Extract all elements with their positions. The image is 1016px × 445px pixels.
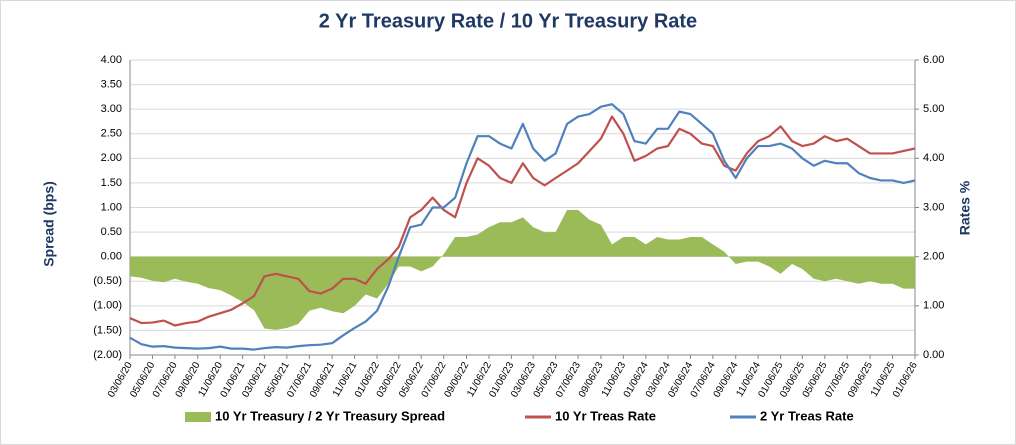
y2-tick-label: 4.00 — [923, 152, 944, 164]
y-tick-label: 1.50 — [101, 177, 122, 189]
y2-tick-label: 2.00 — [923, 251, 944, 263]
legend-label: 2 Yr Treas Rate — [760, 408, 854, 423]
chart-title: 2 Yr Treasury Rate / 10 Yr Treasury Rate — [319, 10, 697, 32]
y-axis-title: Spread (bps) — [41, 181, 57, 267]
y2-tick-label: 1.00 — [923, 300, 944, 312]
y-tick-label: (2.00) — [93, 349, 122, 361]
y-tick-label: 4.00 — [101, 54, 122, 66]
y-tick-label: 3.00 — [101, 103, 122, 115]
spread-area — [130, 209, 915, 330]
y2-axis-title: Rates % — [957, 180, 973, 235]
y-tick-label: (1.50) — [93, 324, 122, 336]
y2-tick-label: 5.00 — [923, 103, 944, 115]
y2-tick-label: 0.00 — [923, 349, 944, 361]
y-tick-label: 1.00 — [101, 201, 122, 213]
rate-line — [129, 115, 916, 327]
y-tick-label: (1.00) — [93, 300, 122, 312]
legend-label: 10 Yr Treas Rate — [555, 408, 656, 423]
y-tick-label: 2.00 — [101, 152, 122, 164]
y2-tick-label: 6.00 — [923, 54, 944, 66]
y-tick-label: 0.00 — [101, 251, 122, 263]
y2-tick-label: 3.00 — [923, 201, 944, 213]
legend-swatch — [185, 412, 211, 422]
y-tick-label: 3.50 — [101, 78, 122, 90]
legend-label: 10 Yr Treasury / 2 Yr Treasury Spread — [215, 408, 445, 423]
y-tick-label: 0.50 — [101, 226, 122, 238]
y-tick-label: (0.50) — [93, 275, 122, 287]
rate-line — [129, 103, 916, 351]
y-tick-label: 2.50 — [101, 128, 122, 140]
